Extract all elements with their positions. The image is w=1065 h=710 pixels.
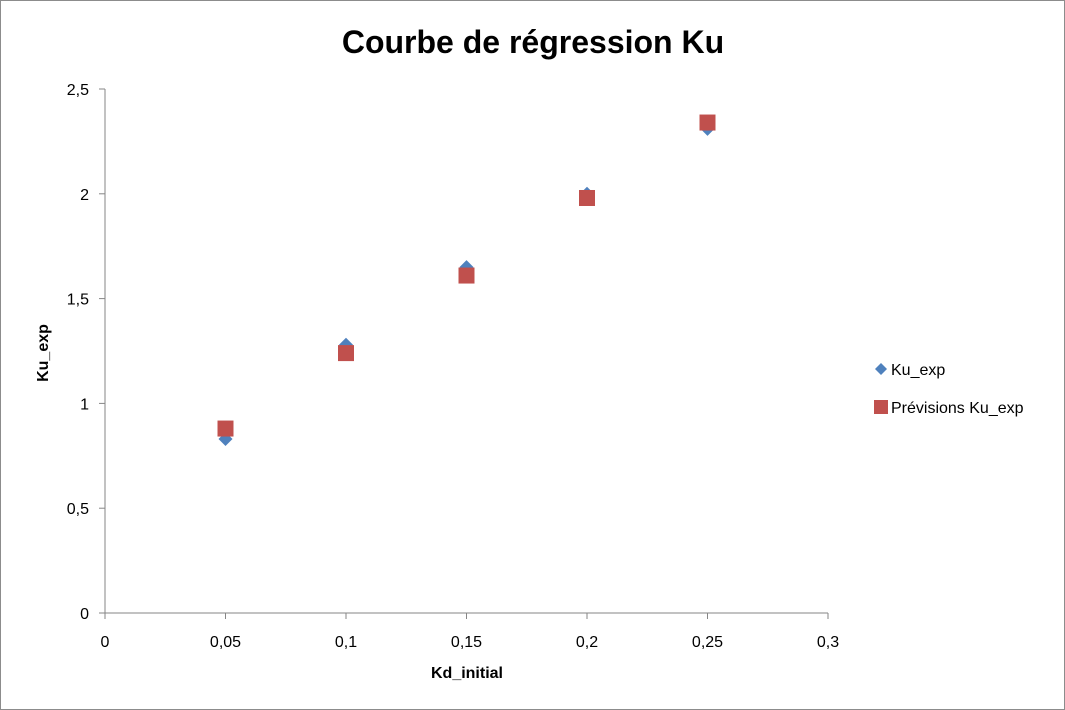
data-point-square: [579, 189, 595, 206]
y-tick-label: 1,5: [67, 292, 89, 309]
x-tick-label: 0,05: [210, 634, 241, 651]
series-0: [218, 121, 715, 447]
x-tick-label: 0,2: [576, 634, 598, 651]
data-point-square: [699, 114, 716, 131]
series-layer: [217, 114, 716, 447]
legend-label-ku-exp: Ku_exp: [891, 362, 945, 379]
legend-square-icon: [874, 400, 888, 414]
y-tick-label: 2: [80, 187, 89, 204]
y-tick-label: 0: [80, 606, 89, 623]
x-ticks: 0 0,05 0,1 0,15 0,2 0,25 0,3: [101, 613, 839, 651]
legend-item-ku-exp: Ku_exp: [875, 362, 945, 379]
axes: [104, 89, 828, 614]
y-ticks: 0 0,5 1 1,5 2 2,5: [67, 82, 105, 623]
x-tick-label: 0,1: [335, 634, 357, 651]
chart-title: Courbe de régression Ku: [342, 24, 724, 60]
x-tick-label: 0,15: [451, 634, 482, 651]
y-tick-label: 0,5: [67, 501, 89, 518]
data-point-square: [458, 267, 475, 284]
data-point-square: [338, 345, 354, 362]
x-tick-label: 0: [101, 634, 110, 651]
legend-label-previsions: Prévisions Ku_exp: [891, 400, 1024, 417]
x-axis-title: Kd_initial: [431, 665, 503, 682]
legend: Ku_exp Prévisions Ku_exp: [874, 362, 1024, 417]
x-tick-label: 0,3: [817, 634, 839, 651]
y-axis-title: Ku_exp: [35, 324, 52, 382]
y-tick-label: 1: [80, 396, 89, 413]
data-point-square: [217, 420, 234, 437]
x-tick-label: 0,25: [692, 634, 723, 651]
y-tick-label: 2,5: [67, 82, 89, 99]
series-1: [217, 114, 716, 437]
legend-item-previsions: Prévisions Ku_exp: [874, 400, 1024, 417]
legend-diamond-icon: [875, 363, 887, 375]
